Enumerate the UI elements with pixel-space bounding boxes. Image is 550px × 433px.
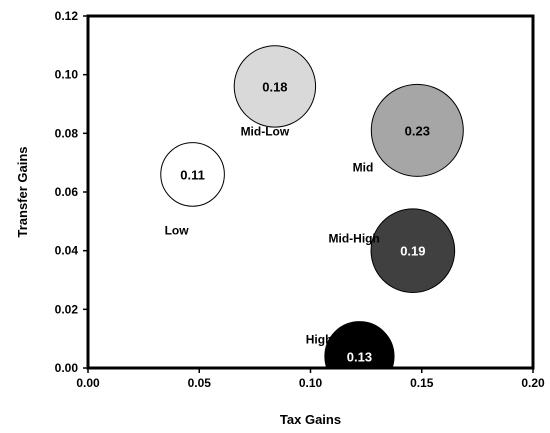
x-tick-label: 0.20 xyxy=(521,376,545,390)
x-axis: 0.00 0.05 0.10 0.15 0.20 xyxy=(76,368,545,390)
y-tick-label: 0.12 xyxy=(55,9,79,23)
x-axis-title: Tax Gains xyxy=(280,412,341,427)
x-tick-label: 0.00 xyxy=(76,376,100,390)
category-label-low: Low xyxy=(165,223,190,237)
bubble-mid xyxy=(370,83,464,177)
x-tick-label: 0.05 xyxy=(188,376,212,390)
bubble-value-label: 0.19 xyxy=(400,244,425,259)
bubble-high xyxy=(324,321,395,368)
category-labels-layer: Low Mid-Low Mid Mid-High High xyxy=(165,124,380,346)
category-label-mid-low: Mid-Low xyxy=(241,124,290,138)
y-tick-label: 0.00 xyxy=(55,361,79,375)
bubble-mid-high xyxy=(370,208,456,293)
bubble-mid-low xyxy=(233,45,317,128)
bubble-value-label: 0.11 xyxy=(180,167,205,182)
y-tick-label: 0.08 xyxy=(55,126,79,140)
bubble-low xyxy=(160,142,225,207)
y-tick-label: 0.10 xyxy=(55,68,79,82)
x-tick-label: 0.10 xyxy=(299,376,323,390)
y-tick-label: 0.02 xyxy=(55,302,79,316)
y-tick-label: 0.06 xyxy=(55,185,79,199)
bubble-value-label: 0.13 xyxy=(347,349,372,364)
category-label-mid-high: Mid-High xyxy=(329,232,380,246)
bubbles-layer: 0.11 0.18 0.23 0.19 0.13 xyxy=(160,45,464,368)
y-tick-label: 0.04 xyxy=(55,244,79,258)
x-tick-label: 0.15 xyxy=(410,376,434,390)
category-label-mid: Mid xyxy=(353,160,374,174)
category-label-high: High xyxy=(306,332,333,346)
bubble-value-label: 0.18 xyxy=(262,79,287,94)
y-axis: 0.00 0.02 0.04 0.06 0.08 0.10 0.12 xyxy=(55,9,88,375)
y-axis-title: Transfer Gains xyxy=(15,146,30,237)
bubble-value-label: 0.23 xyxy=(405,123,430,138)
